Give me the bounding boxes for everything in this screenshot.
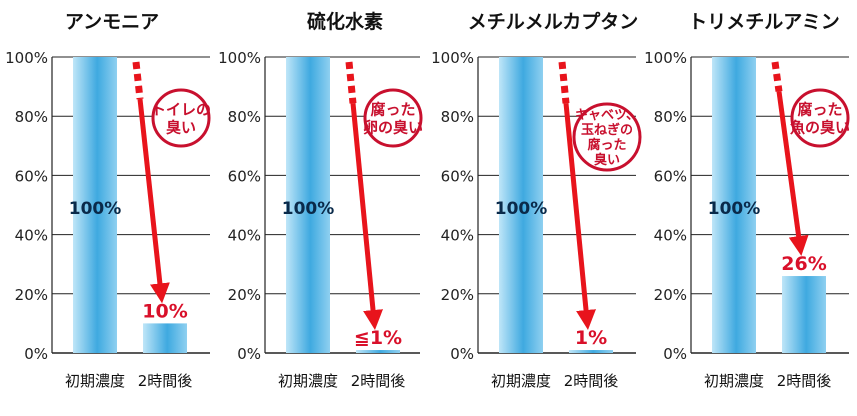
data-label-initial: 100% (69, 199, 122, 219)
data-label-initial: 100% (708, 199, 761, 219)
odor-bubble (151, 88, 211, 148)
y-tick-label: 40% (441, 227, 474, 245)
y-tick-label: 60% (441, 167, 474, 185)
odor-bubble-text: 腐った (797, 100, 842, 118)
chart-title: アンモニア (65, 11, 159, 33)
y-tick-label: 60% (654, 167, 687, 185)
odor-bubble (363, 88, 423, 148)
data-label-after-2h: 1% (575, 327, 607, 349)
data-label-initial: 100% (282, 199, 335, 219)
y-tick-label: 40% (654, 227, 687, 245)
bar-initial (712, 57, 756, 353)
x-category-label: 2時間後 (351, 372, 406, 390)
decline-arrow (563, 103, 596, 330)
bar-after-2h (143, 323, 187, 353)
y-tick-label: 80% (15, 108, 48, 126)
bar-initial (73, 57, 117, 353)
x-category-label: 初期濃度 (491, 372, 551, 390)
decline-arrow (350, 103, 383, 330)
x-category-label: 2時間後 (564, 372, 619, 390)
decline-arrow-dashed (132, 61, 144, 100)
y-tick-label: 40% (15, 227, 48, 245)
odor-bubble-text: 玉ねぎの (581, 122, 633, 138)
odor-bubble-text: 臭い (594, 152, 620, 168)
odor-bubble-text: 臭い (166, 118, 196, 136)
data-label-after-2h: 26% (781, 253, 826, 275)
decline-arrow-dashed (771, 61, 783, 92)
odor-bubble-text: キャベツ、 (575, 108, 639, 123)
y-tick-label: 60% (15, 167, 48, 185)
y-tick-label: 0% (450, 345, 474, 363)
decline-arrow (137, 98, 170, 304)
odor-bubble-text: 腐った (587, 137, 626, 153)
y-tick-label: 20% (441, 286, 474, 304)
odor-bubble (572, 102, 642, 172)
y-tick-label: 100% (644, 49, 687, 67)
y-tick-label: 20% (654, 286, 687, 304)
y-tick-label: 0% (24, 345, 48, 363)
y-tick-label: 80% (228, 108, 261, 126)
bar-after-2h (782, 276, 826, 353)
data-label-after-2h: 10% (142, 300, 187, 322)
data-label-initial: 100% (495, 199, 548, 219)
x-category-label: 2時間後 (777, 372, 832, 390)
y-tick-label: 100% (431, 49, 474, 67)
bar-after-2h (356, 350, 400, 353)
decline-arrow-dashed (345, 61, 357, 104)
bar-initial (286, 57, 330, 353)
y-tick-label: 40% (228, 227, 261, 245)
decline-arrow (776, 91, 809, 256)
chart-title: 硫化水素 (307, 10, 383, 33)
odor-bubble-text: 魚の臭い (790, 118, 850, 136)
odor-bubble (790, 88, 850, 148)
bar-after-2h (569, 350, 613, 353)
chart-title: トリメチルアミン (688, 11, 840, 33)
x-category-label: 2時間後 (138, 372, 193, 390)
x-category-label: 初期濃度 (278, 372, 338, 390)
y-tick-label: 100% (5, 49, 48, 67)
chart-title: メチルメルカプタン (468, 10, 638, 33)
data-label-after-2h: ≦1% (354, 327, 402, 349)
y-tick-label: 80% (654, 108, 687, 126)
y-tick-label: 0% (663, 345, 687, 363)
y-tick-label: 20% (15, 286, 48, 304)
y-tick-label: 20% (228, 286, 261, 304)
x-category-label: 初期濃度 (704, 372, 764, 390)
odor-bubble-text: トイレの (151, 100, 211, 118)
decline-arrow-dashed (558, 61, 570, 104)
y-tick-label: 80% (441, 108, 474, 126)
y-tick-label: 60% (228, 167, 261, 185)
y-tick-label: 100% (218, 49, 261, 67)
odor-bubble-text: 卵の臭い (363, 118, 423, 136)
odor-bubble-text: 腐った (370, 100, 415, 118)
bar-initial (499, 57, 543, 353)
y-tick-label: 0% (237, 345, 261, 363)
x-category-label: 初期濃度 (65, 372, 125, 390)
